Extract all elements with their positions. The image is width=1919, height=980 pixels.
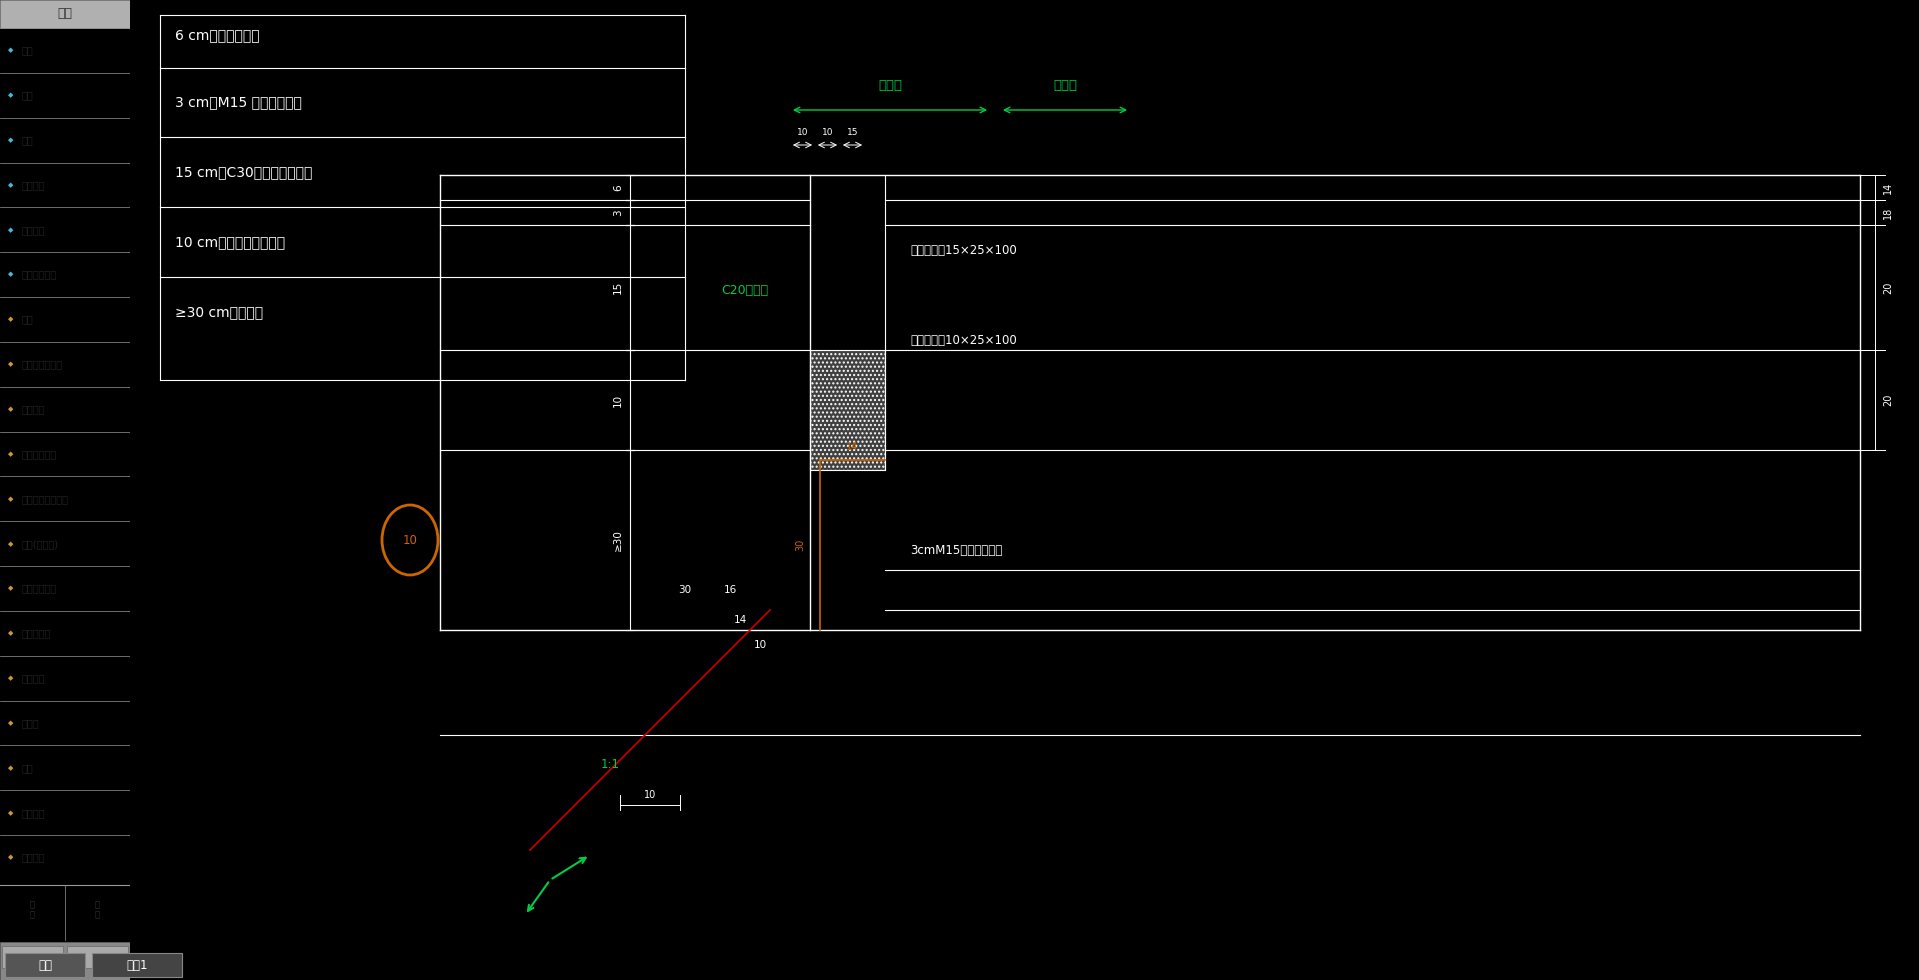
Text: 人行道: 人行道 — [879, 79, 902, 92]
Text: 6 cm厚花岗岩面砖: 6 cm厚花岗岩面砖 — [175, 28, 259, 42]
Text: 模型: 模型 — [38, 958, 52, 971]
Text: 15: 15 — [612, 281, 624, 294]
Text: 15: 15 — [846, 128, 858, 137]
Text: 参
数: 参 数 — [31, 901, 35, 919]
Text: 15 cm厚C30水泥混凝土基层: 15 cm厚C30水泥混凝土基层 — [175, 165, 313, 179]
Text: 修改单个标注属性: 修改单个标注属性 — [21, 494, 69, 504]
Text: ◆: ◆ — [8, 855, 13, 860]
Text: 花岗岩侧石15×25×100: 花岗岩侧石15×25×100 — [910, 243, 1017, 257]
Text: 设置标注比例: 设置标注比例 — [21, 270, 58, 279]
Text: 半径: 半径 — [21, 762, 35, 773]
Text: 14: 14 — [733, 615, 746, 625]
Text: 测量圆: 测量圆 — [21, 718, 40, 728]
Text: ◆: ◆ — [8, 406, 13, 413]
Text: 20: 20 — [1883, 281, 1892, 294]
Text: ◆: ◆ — [8, 585, 13, 592]
Text: 10: 10 — [645, 790, 656, 800]
Text: 30: 30 — [679, 585, 691, 595]
Text: ◆: ◆ — [8, 630, 13, 636]
Bar — [92, 953, 182, 977]
Text: 测量填充面积: 测量填充面积 — [21, 583, 58, 594]
Text: 10: 10 — [796, 128, 808, 137]
Text: 10: 10 — [403, 533, 418, 547]
Bar — [0, 942, 130, 980]
Text: ◆: ◆ — [8, 92, 13, 98]
Text: ◆: ◆ — [8, 541, 13, 547]
Text: 设置: 设置 — [92, 953, 102, 961]
Text: 对齐: 对齐 — [21, 45, 35, 56]
Text: 6: 6 — [612, 184, 624, 191]
Text: ◆: ◆ — [8, 809, 13, 815]
Text: ◆: ◆ — [8, 362, 13, 368]
Text: ◆: ◆ — [8, 765, 13, 771]
Text: 连续测量: 连续测量 — [21, 404, 46, 415]
Text: 线性: 线性 — [21, 90, 35, 100]
Text: C20细石砼: C20细石砼 — [722, 283, 770, 297]
Bar — [2, 946, 63, 968]
Text: ◆: ◆ — [8, 271, 13, 277]
Text: ≥30: ≥30 — [612, 529, 624, 551]
Text: 点到直线的距离: 点到直线的距离 — [21, 360, 63, 369]
Text: ◆: ◆ — [8, 451, 13, 457]
Text: ≥30 cm厚塘渣层: ≥30 cm厚塘渣层 — [175, 305, 263, 319]
Text: 面积偏移: 面积偏移 — [21, 673, 46, 683]
Text: ◆: ◆ — [8, 226, 13, 233]
Text: 坐标标注: 坐标标注 — [21, 224, 46, 235]
Text: ◆: ◆ — [8, 182, 13, 188]
Text: 10: 10 — [754, 640, 766, 650]
Text: 参数: 参数 — [27, 953, 36, 961]
Text: 矩形面积: 矩形面积 — [21, 180, 46, 190]
Text: 20: 20 — [1883, 394, 1892, 406]
Text: 16: 16 — [723, 585, 737, 595]
Text: 面积: 面积 — [21, 135, 35, 145]
Bar — [67, 946, 129, 968]
Text: 弧长: 弧长 — [21, 315, 35, 324]
Text: ◆: ◆ — [8, 675, 13, 681]
Bar — [810, 350, 885, 470]
Text: 18: 18 — [1883, 207, 1892, 219]
Text: ◆: ◆ — [8, 496, 13, 502]
Text: ◆: ◆ — [8, 317, 13, 322]
Text: 14: 14 — [846, 442, 858, 452]
Text: 设
置: 设 置 — [96, 901, 100, 919]
Text: ◆: ◆ — [8, 47, 13, 54]
Text: 花岗岩平石10×25×100: 花岗岩平石10×25×100 — [910, 333, 1017, 347]
Text: 10: 10 — [821, 128, 833, 137]
Text: 3cmM15预拌水泥砂浆: 3cmM15预拌水泥砂浆 — [910, 544, 1002, 557]
Text: ◆: ◆ — [8, 137, 13, 143]
Text: 测量: 测量 — [58, 8, 73, 21]
Text: 查看分段长度: 查看分段长度 — [21, 449, 58, 459]
Text: 10 cm厚级配碎石找平层: 10 cm厚级配碎石找平层 — [175, 235, 286, 249]
Text: 布局1: 布局1 — [127, 958, 148, 971]
Text: 测量统计: 测量统计 — [21, 853, 46, 862]
Text: 计算侧面积: 计算侧面积 — [21, 628, 52, 638]
Text: 3: 3 — [612, 209, 624, 216]
Bar — [6, 953, 84, 977]
Text: 30: 30 — [794, 539, 804, 551]
Text: ◆: ◆ — [8, 720, 13, 726]
Text: 面积(含弧线): 面积(含弧线) — [21, 539, 59, 549]
Text: 14: 14 — [1883, 181, 1892, 194]
Text: 测量角度: 测量角度 — [21, 808, 46, 817]
Text: 3 cm厚M15 预拌水泥砂浆: 3 cm厚M15 预拌水泥砂浆 — [175, 95, 301, 109]
Text: 1:1: 1:1 — [601, 759, 620, 771]
Bar — [0, 0, 130, 28]
Text: 车行道: 车行道 — [1054, 79, 1077, 92]
Text: 10: 10 — [612, 393, 624, 407]
